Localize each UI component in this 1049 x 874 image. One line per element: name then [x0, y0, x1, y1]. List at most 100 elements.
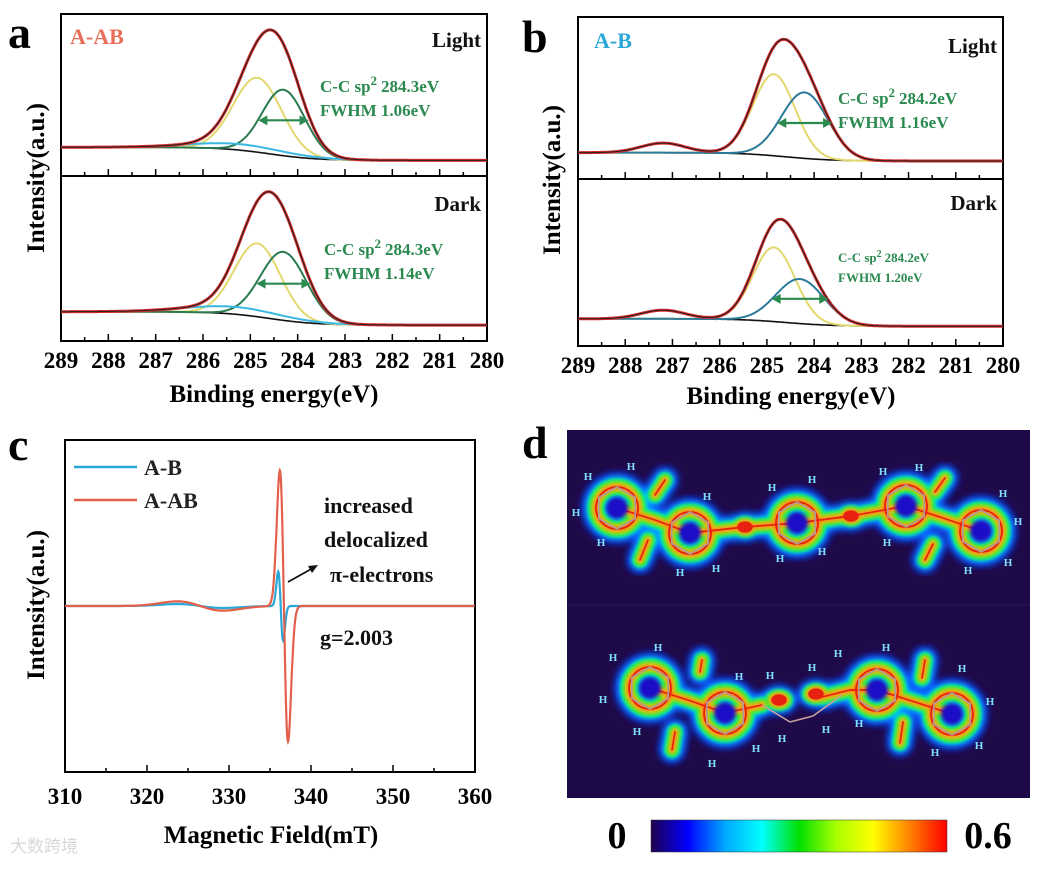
- x-tick-label: 282: [891, 353, 926, 378]
- arrow-icon: [287, 565, 318, 583]
- x-axis-label-c: Magnetic Field(mT): [164, 822, 379, 849]
- arrow-head-left: [777, 117, 787, 128]
- x-tick-label: 281: [422, 348, 457, 373]
- xps-plot-a: 289 288 287 286 285 284 283 282 281 280: [44, 13, 505, 373]
- component-curve-ccsp2: [578, 278, 1003, 328]
- atom-label-h: H: [735, 671, 744, 683]
- molecule-top: [582, 465, 1016, 573]
- ring-center: [866, 679, 888, 701]
- x-tick-label: 280: [470, 348, 505, 373]
- atom-label-h: H: [964, 565, 973, 577]
- condition-light-a: Light: [432, 28, 481, 52]
- atom-label-h: H: [915, 462, 924, 474]
- annotation-fwhm-light-b: FWHM 1.16eV: [838, 113, 949, 132]
- atom-label-h: H: [975, 740, 984, 752]
- x-tick-label: 283: [844, 353, 879, 378]
- x-tick-label: 287: [655, 353, 690, 378]
- bond-density: [671, 731, 676, 751]
- atom-label-h: H: [855, 718, 864, 730]
- arrow-head-left: [258, 115, 268, 126]
- arrow-head-right: [823, 117, 833, 128]
- envelope-fit-curve: [61, 191, 487, 326]
- fwhm-double-arrow-icon: [771, 293, 829, 304]
- bond-line: [789, 715, 814, 723]
- arrow-head-left: [256, 278, 266, 289]
- annotation-peak-dark-b: C-C sp2 284.2eV: [838, 249, 930, 265]
- ring-center: [639, 677, 661, 699]
- annotation-fwhm-dark-a: FWHM 1.14eV: [324, 264, 435, 283]
- y-axis-label-a: Intensity(a.u.): [23, 103, 50, 253]
- bond-line: [761, 704, 791, 723]
- ring-skeleton: [670, 511, 710, 555]
- atom-label-h: H: [768, 482, 777, 494]
- bond-density: [921, 659, 926, 679]
- annotation-line-1: increased: [324, 493, 413, 518]
- x-tick-label: 280: [986, 353, 1021, 378]
- annotation-peak-dark-a: C-C sp2 284.3eV: [324, 236, 444, 259]
- bond-density: [639, 539, 649, 561]
- bond-density: [699, 659, 703, 673]
- x-tick-label: 310: [48, 784, 83, 809]
- panel-label-a: a: [8, 7, 31, 58]
- atom-label-h: H: [882, 642, 891, 654]
- y-axis-label-c: Intensity(a.u.): [23, 530, 50, 680]
- atom-label-h: H: [818, 546, 827, 558]
- atom-label-h: H: [703, 491, 712, 503]
- atom-label-h: H: [597, 537, 606, 549]
- colorbar-max-label: 0.6: [964, 815, 1012, 857]
- x-tick-label: 284: [797, 353, 832, 378]
- atom-label-h: H: [986, 696, 995, 708]
- condition-dark-a: Dark: [434, 192, 481, 216]
- x-axis-label-b: Binding energy(eV): [686, 383, 895, 410]
- panel-a-title: A-AB: [70, 24, 124, 49]
- atom-label-h: H: [834, 648, 843, 660]
- atom-label-h: H: [752, 743, 761, 755]
- watermark: 大数跨境: [10, 837, 78, 857]
- bond-density: [899, 721, 904, 744]
- x-tick-label: 320: [130, 784, 165, 809]
- atom-label-h: H: [676, 567, 685, 579]
- atom-density: [737, 521, 753, 533]
- molecule-bottom: [615, 647, 987, 763]
- legend-label-a-b: A-B: [144, 455, 182, 480]
- atom-label-h: H: [609, 652, 618, 664]
- atom-density: [808, 688, 824, 700]
- y-axis-label-b: Intensity(a.u.): [539, 105, 566, 255]
- atom-label-h: H: [808, 474, 817, 486]
- fwhm-double-arrow-icon: [777, 117, 833, 128]
- envelope-fit-curve: [578, 218, 1003, 327]
- panel-d: d H H H H H H H H H H H H H H H H H H H H H H H H H H H H H H H H H H H H 0…: [522, 417, 1030, 857]
- plot-frame: [577, 16, 1004, 347]
- fwhm-double-arrow-icon: [258, 115, 309, 126]
- x-tick-label: 283: [328, 348, 363, 373]
- atom-label-h: H: [776, 553, 785, 565]
- atom-label-h: H: [958, 663, 967, 675]
- atom-density: [771, 694, 787, 706]
- x-axis-label-a: Binding energy(eV): [169, 381, 378, 408]
- x-tick-label: 286: [702, 353, 737, 378]
- x-tick-label: 340: [294, 784, 329, 809]
- arrow-head-right: [299, 115, 309, 126]
- atom-label-h: H: [766, 670, 775, 682]
- electron-density-map: H H H H H H H H H H H H H H H H H H H H H H H H H H H H H H H H H H H H: [567, 430, 1030, 798]
- epr-plot: 310 320 330 340 350 360: [48, 439, 492, 809]
- atom-label-h: H: [822, 724, 831, 736]
- x-tick-label: 282: [375, 348, 410, 373]
- panel-b: b A-B 289 288 287 286 285 284 283 282 281 280 Lig…: [522, 11, 1020, 410]
- atom-label-h: H: [712, 563, 721, 575]
- x-tick-label: 286: [186, 348, 221, 373]
- atom-density: [843, 510, 859, 522]
- atom-label-h: H: [1014, 516, 1023, 528]
- atom-label-h: H: [999, 488, 1008, 500]
- ring-skeleton: [961, 509, 1001, 553]
- ring-skeleton: [886, 484, 926, 528]
- x-tick-label: 281: [939, 353, 974, 378]
- bond-line: [812, 694, 843, 717]
- ring-skeleton: [705, 691, 745, 735]
- annotation-line-2: delocalized: [324, 527, 428, 552]
- atom-label-h: H: [931, 747, 940, 759]
- panel-b-title: A-B: [594, 28, 632, 53]
- panel-c: c 310 320 330 340 350 360 A-B A-AB increased …: [8, 419, 492, 857]
- annotation-peak-light-b: C-C sp2 284.2eV: [838, 85, 958, 108]
